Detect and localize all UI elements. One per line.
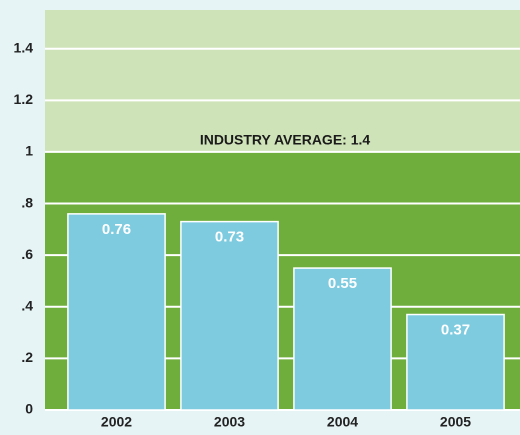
x-tick-label: 2004 bbox=[327, 414, 358, 430]
x-tick-label: 2005 bbox=[440, 414, 471, 430]
value-label: 0.37 bbox=[441, 321, 470, 338]
value-label: 0.76 bbox=[102, 221, 131, 238]
x-tick-label: 2002 bbox=[101, 414, 132, 430]
value-label: 0.73 bbox=[215, 229, 244, 246]
y-tick-label: .6 bbox=[21, 246, 33, 262]
y-tick-label: 1.2 bbox=[14, 91, 34, 107]
y-tick-label: 1 bbox=[25, 143, 33, 159]
y-tick-label: .8 bbox=[21, 194, 33, 210]
y-tick-label: 0 bbox=[25, 401, 33, 417]
annotation: INDUSTRY AVERAGE: 1.4 bbox=[200, 132, 371, 148]
bar bbox=[293, 267, 392, 411]
plot-band-upper bbox=[45, 10, 520, 152]
y-tick-label: .2 bbox=[21, 349, 33, 365]
value-label: 0.55 bbox=[328, 275, 357, 292]
y-tick-label: 1.4 bbox=[14, 39, 34, 55]
y-tick-label: .4 bbox=[21, 297, 33, 313]
bar bbox=[180, 220, 279, 411]
bar bbox=[406, 313, 505, 411]
bar bbox=[67, 213, 166, 411]
x-tick-label: 2003 bbox=[214, 414, 245, 430]
